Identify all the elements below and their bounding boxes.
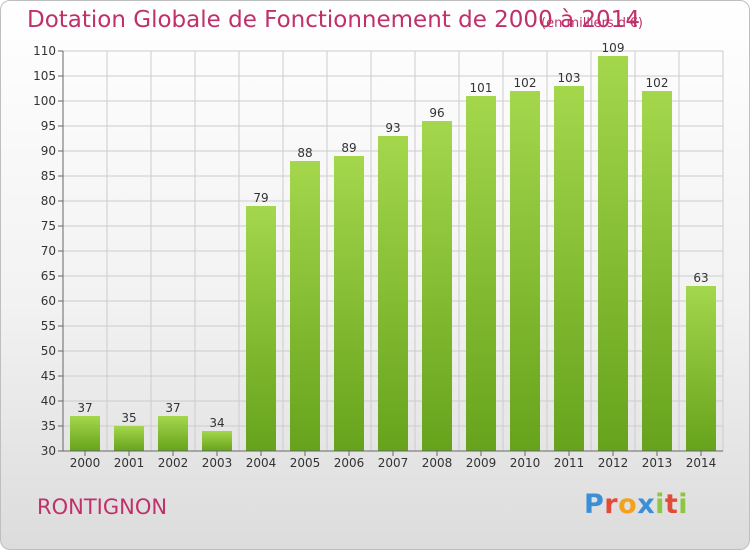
logo-letter: r xyxy=(604,489,619,520)
y-tick-label: 85 xyxy=(41,169,56,183)
bar xyxy=(554,86,584,451)
y-tick-label: 105 xyxy=(33,69,56,83)
bar xyxy=(510,91,540,451)
bar xyxy=(422,121,452,451)
logo-letter: x xyxy=(637,489,656,520)
logo-letter: o xyxy=(618,489,638,520)
bar xyxy=(642,91,672,451)
x-tick-label: 2000 xyxy=(70,456,101,470)
bar xyxy=(334,156,364,451)
bar-value-label: 63 xyxy=(693,271,708,285)
y-tick-label: 50 xyxy=(41,344,56,358)
logo-letter: i xyxy=(678,489,689,520)
y-tick-label: 95 xyxy=(41,119,56,133)
x-tick-label: 2011 xyxy=(554,456,585,470)
y-tick-label: 90 xyxy=(41,144,56,158)
bar xyxy=(686,286,716,451)
y-tick-label: 60 xyxy=(41,294,56,308)
bars: 37 35 37 34 79 88 89 93 96 101 102 103 109 102 63 xyxy=(70,41,716,451)
y-tick-label: 35 xyxy=(41,419,56,433)
y-tick-label: 75 xyxy=(41,219,56,233)
x-tick-label: 2013 xyxy=(642,456,673,470)
y-tick-label: 80 xyxy=(41,194,56,208)
x-tick-label: 2009 xyxy=(466,456,497,470)
x-tick-label: 2010 xyxy=(510,456,541,470)
bar-value-label: 34 xyxy=(209,416,224,430)
x-tick-label: 2008 xyxy=(422,456,453,470)
x-tick-label: 2005 xyxy=(290,456,321,470)
x-tick-label: 2007 xyxy=(378,456,409,470)
bar-value-label: 102 xyxy=(514,76,537,90)
commune-name: RONTIGNON xyxy=(37,495,168,519)
logo-letter: P xyxy=(584,489,605,520)
x-tick-label: 2012 xyxy=(598,456,629,470)
y-tick-label: 70 xyxy=(41,244,56,258)
bar-value-label: 37 xyxy=(77,401,92,415)
bar-value-label: 93 xyxy=(385,121,400,135)
chart-title: Dotation Globale de Fonctionnement de 20… xyxy=(27,7,640,33)
bar xyxy=(70,416,100,451)
bar-value-label: 102 xyxy=(646,76,669,90)
bar-value-label: 35 xyxy=(121,411,136,425)
bar xyxy=(598,56,628,451)
proxiti-logo[interactable]: Proxiti xyxy=(584,489,688,520)
y-tick-label: 65 xyxy=(41,269,56,283)
x-tick-label: 2004 xyxy=(246,456,277,470)
x-tick-label: 2001 xyxy=(114,456,145,470)
bar-value-label: 37 xyxy=(165,401,180,415)
bar xyxy=(114,426,144,451)
bar-value-label: 109 xyxy=(602,41,625,55)
bar xyxy=(202,431,232,451)
y-tick-label: 40 xyxy=(41,394,56,408)
chart-unit-label: (en milliers d'€) xyxy=(541,16,643,31)
x-tick-label: 2003 xyxy=(202,456,233,470)
bar xyxy=(290,161,320,451)
bar-value-label: 89 xyxy=(341,141,356,155)
y-tick-label: 55 xyxy=(41,319,56,333)
bar-value-label: 96 xyxy=(429,106,444,120)
logo-letter: i xyxy=(655,489,665,520)
axes: 30 35 40 45 50 55 60 65 70 75 80 85 90 95 100 105 110 200… xyxy=(33,44,723,470)
bar-value-label: 103 xyxy=(558,71,581,85)
bar-value-label: 79 xyxy=(253,191,268,205)
y-tick-label: 45 xyxy=(41,369,56,383)
bar xyxy=(158,416,188,451)
y-tick-label: 100 xyxy=(33,94,56,108)
y-tick-label: 30 xyxy=(41,444,56,458)
bar-value-label: 88 xyxy=(297,146,312,160)
bar xyxy=(378,136,408,451)
x-tick-label: 2006 xyxy=(334,456,365,470)
logo-letter: t xyxy=(664,489,679,520)
bar-value-label: 101 xyxy=(470,81,493,95)
bar xyxy=(466,96,496,451)
bar xyxy=(246,206,276,451)
x-tick-label: 2014 xyxy=(686,456,717,470)
y-tick-label: 110 xyxy=(33,44,56,58)
x-tick-label: 2002 xyxy=(158,456,189,470)
